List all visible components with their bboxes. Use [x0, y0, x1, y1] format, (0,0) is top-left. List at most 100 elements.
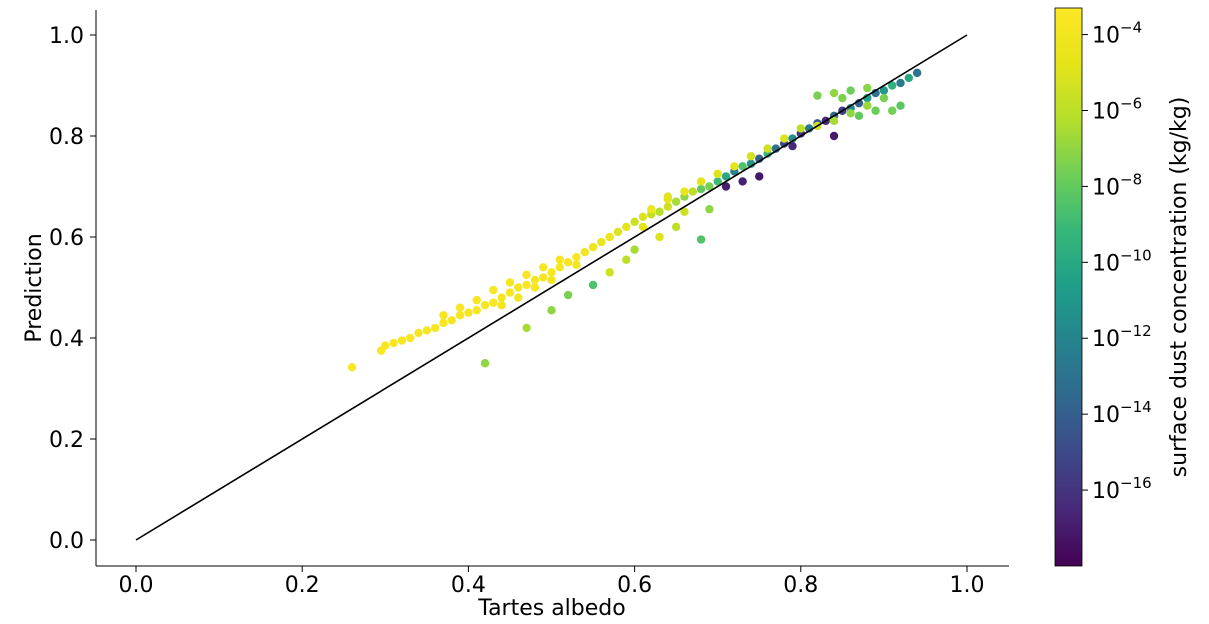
colorbar-tick-base: 10	[1092, 251, 1120, 276]
scatter-point	[531, 283, 539, 291]
scatter-point	[597, 238, 605, 246]
colorbar	[1055, 8, 1082, 566]
scatter-point	[672, 197, 680, 205]
scatter-point	[689, 187, 697, 195]
scatter-point	[531, 276, 539, 284]
x-tick-label: 0.0	[119, 573, 154, 598]
colorbar-tick-base: 10	[1092, 99, 1120, 124]
scatter-point	[855, 112, 863, 120]
scatter-point	[605, 268, 613, 276]
scatter-point	[697, 185, 705, 193]
scatter-point	[605, 233, 613, 241]
scatter-point	[489, 286, 497, 294]
identity-reference-line	[136, 35, 967, 540]
scatter-point	[738, 177, 746, 185]
scatter-point	[655, 233, 663, 241]
y-tick-label: 0.0	[49, 529, 84, 554]
scatter-point	[448, 316, 456, 324]
scatter-point	[522, 271, 530, 279]
scatter-point	[431, 324, 439, 332]
scatter-point	[913, 69, 921, 77]
scatter-point	[581, 248, 589, 256]
scatter-point	[522, 324, 530, 332]
x-tick-label: 1.0	[950, 573, 985, 598]
scatter-point	[697, 177, 705, 185]
colorbar-tick-label: 10−14	[1092, 398, 1152, 428]
scatter-point	[381, 341, 389, 349]
y-tick-label: 0.2	[49, 428, 84, 453]
scatter-point	[705, 205, 713, 213]
scatter-point	[589, 281, 597, 289]
x-tick-label: 0.4	[451, 573, 486, 598]
scatter-point	[506, 288, 514, 296]
scatter-point	[572, 261, 580, 269]
scatter-point	[655, 208, 663, 216]
scatter-point	[639, 213, 647, 221]
colorbar-tick-base: 10	[1092, 24, 1120, 49]
x-tick-label: 0.2	[285, 573, 320, 598]
scatter-point	[813, 91, 821, 99]
scatter-point	[863, 102, 871, 110]
colorbar-tick-base: 10	[1092, 175, 1120, 200]
scatter-point	[647, 205, 655, 213]
colorbar-tick-exponent: −8	[1120, 170, 1142, 188]
scatter-point	[514, 283, 522, 291]
y-axis-ticks: 0.0 0.2 0.4 0.6 0.8 1.0	[49, 24, 96, 554]
y-tick-label: 0.6	[49, 226, 84, 251]
scatter-point	[780, 134, 788, 142]
scatter-point	[464, 309, 472, 317]
x-tick-label: 0.6	[617, 573, 652, 598]
colorbar-tick-base: 10	[1092, 479, 1120, 504]
scatter-point	[622, 223, 630, 231]
scatter-point	[539, 263, 547, 271]
scatter-point	[489, 298, 497, 306]
scatter-point	[863, 84, 871, 92]
scatter-point	[414, 329, 422, 337]
scatter-point	[763, 144, 771, 152]
scatter-point	[564, 258, 572, 266]
scatter-point	[348, 363, 356, 371]
colorbar-tick-label: 10−6	[1092, 94, 1142, 124]
y-tick-label: 1.0	[49, 24, 84, 49]
scatter-point	[556, 263, 564, 271]
scatter-point	[589, 243, 597, 251]
scatter-point	[547, 268, 555, 276]
y-axis-label: Prediction	[22, 233, 47, 342]
scatter-point	[539, 273, 547, 281]
scatter-point	[398, 336, 406, 344]
colorbar-tick-exponent: −4	[1120, 19, 1142, 37]
y-tick-label: 0.8	[49, 125, 84, 150]
colorbar-tick-exponent: −10	[1120, 246, 1152, 264]
scatter-point	[714, 170, 722, 178]
scatter-point	[514, 293, 522, 301]
colorbar-tick-exponent: −16	[1120, 474, 1152, 492]
scatter-point	[406, 334, 414, 342]
scatter-point	[755, 172, 763, 180]
scatter-point	[614, 228, 622, 236]
scatter-point	[506, 278, 514, 286]
x-axis-label: Tartes albedo	[477, 596, 625, 621]
y-tick-label: 0.4	[49, 327, 84, 352]
scatter-point	[497, 301, 505, 309]
scatter-point	[481, 301, 489, 309]
scatter-point	[564, 291, 572, 299]
colorbar-tick-base: 10	[1092, 327, 1120, 352]
colorbar-tick-exponent: −12	[1120, 322, 1152, 340]
scatter-point	[481, 359, 489, 367]
colorbar-tick-label: 10−16	[1092, 474, 1152, 504]
scatter-point	[556, 256, 564, 264]
scatter-point	[830, 89, 838, 97]
scatter-point	[664, 203, 672, 211]
colorbar-label: surface dust concentration (kg/kg)	[1167, 97, 1192, 478]
colorbar-tick-label: 10−10	[1092, 246, 1152, 276]
colorbar-tick-exponent: −6	[1120, 94, 1142, 112]
scatter-point	[680, 187, 688, 195]
scatter-point	[423, 326, 431, 334]
scatter-point	[439, 311, 447, 319]
scatter-point	[547, 276, 555, 284]
scatter-point	[747, 152, 755, 160]
scatter-point	[522, 281, 530, 289]
scatter-point	[797, 124, 805, 132]
